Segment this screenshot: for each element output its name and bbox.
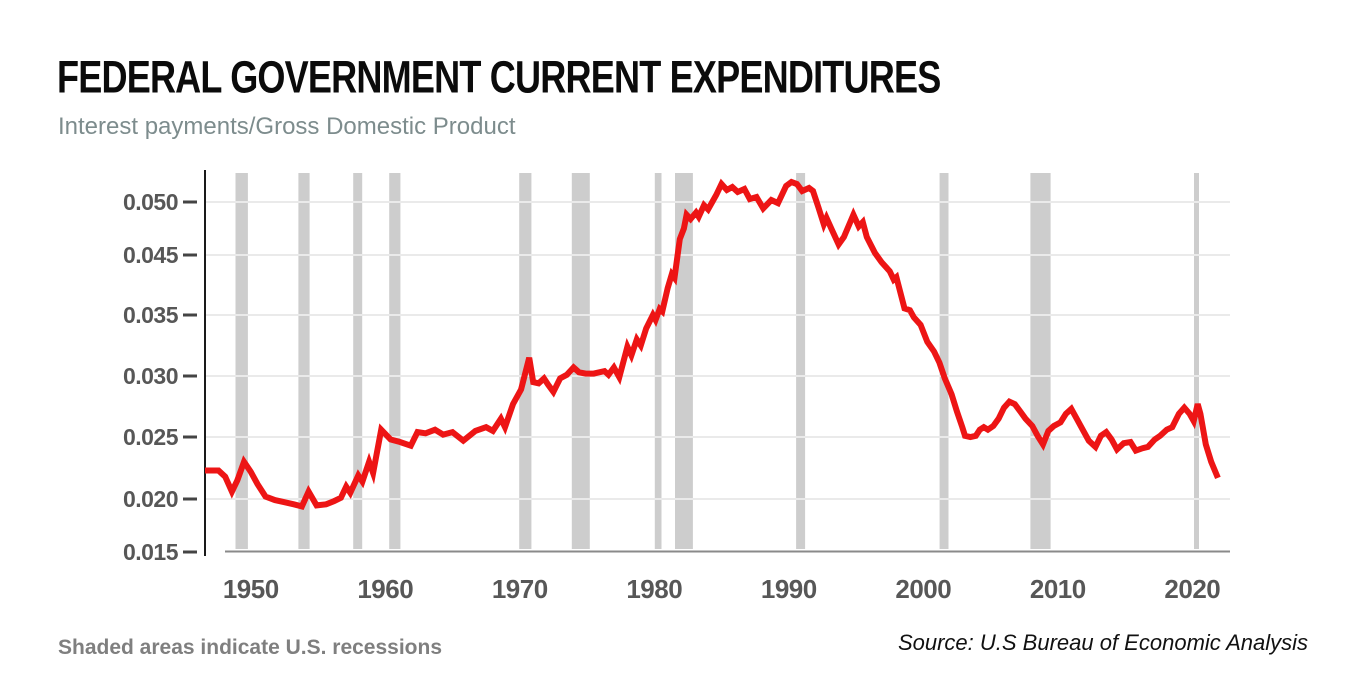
y-tick-label: 0.050: [122, 189, 179, 215]
data-line: [205, 178, 1221, 510]
recession-band: [1194, 173, 1199, 549]
recession-band: [796, 173, 806, 549]
y-tick-label: 0.035: [122, 302, 179, 328]
x-tick-label: 2020: [1164, 574, 1221, 604]
x-tick-label: 1990: [760, 574, 817, 604]
x-tick-label: 2000: [895, 574, 952, 604]
page-title: FEDERAL GOVERNMENT CURRENT EXPENDITURES: [57, 52, 941, 103]
page-subtitle: Interest payments/Gross Domestic Product: [58, 113, 516, 140]
y-tick-label: 0.020: [122, 486, 179, 512]
y-tick-label: 0.025: [122, 424, 179, 450]
y-tick-label: 0.030: [122, 363, 179, 389]
gridlines: [205, 201, 1230, 500]
x-tick-label: 1960: [357, 574, 414, 604]
x-tick-label: 1980: [626, 574, 683, 604]
source-note: Source: U.S Bureau of Economic Analysis: [897, 630, 1308, 655]
recession-band: [675, 173, 693, 549]
y-tick-label: 0.015: [122, 539, 179, 565]
recession-bands: [235, 173, 1199, 549]
x-tick-label: 2010: [1029, 574, 1086, 604]
recession-band: [389, 173, 401, 549]
y-axis-tick-dashes: [183, 200, 197, 554]
recession-band: [298, 173, 310, 549]
y-tick-label: 0.045: [122, 242, 179, 268]
recession-band: [654, 173, 662, 549]
recession-band: [939, 173, 949, 549]
recession-band: [571, 173, 590, 549]
series-line: [205, 178, 1221, 510]
recession-band: [353, 173, 363, 549]
recessions-note: Shaded areas indicate U.S. recessions: [58, 636, 443, 659]
recession-band: [1030, 173, 1051, 549]
x-tick-label: 1950: [222, 574, 279, 604]
recession-band: [235, 173, 248, 549]
x-tick-label: 1970: [491, 574, 548, 604]
